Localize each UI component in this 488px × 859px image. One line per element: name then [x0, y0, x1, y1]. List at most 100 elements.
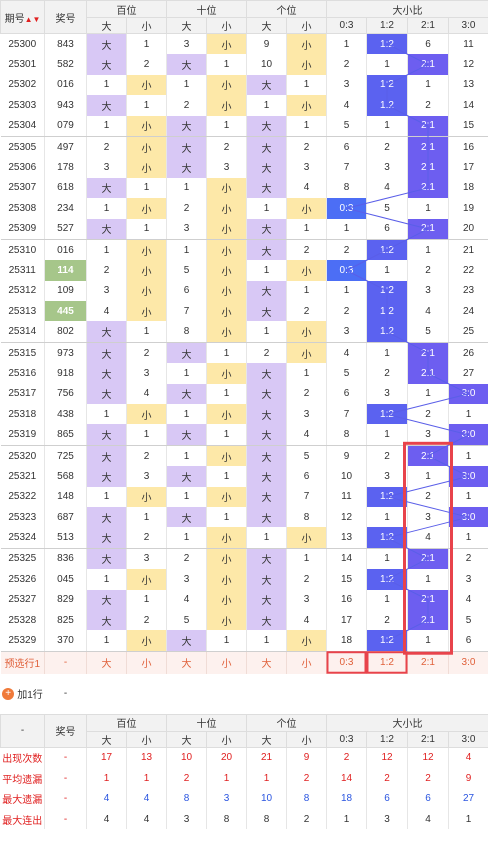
- issue-cell: 25305: [0, 136, 45, 158]
- position-cell: 大: [246, 383, 287, 405]
- prize-cell: 756: [44, 383, 87, 405]
- stat-value: 2: [407, 768, 449, 789]
- predict-cell[interactable]: 3:0: [448, 650, 488, 674]
- table-row: 25319 865 大 1 大 1 大 4 8 1 3 3:0: [0, 424, 488, 446]
- position-cell: 1: [246, 630, 287, 652]
- position-cell: 1: [286, 74, 327, 96]
- issue-header[interactable]: 期号▲▼: [0, 0, 45, 34]
- hundreds-header: 百位: [86, 0, 167, 18]
- stat-label: 最大遗漏: [0, 788, 45, 809]
- add-row-label[interactable]: 加1行: [17, 690, 43, 702]
- ratio-cell: 4: [326, 342, 367, 364]
- position-cell: 小: [286, 342, 327, 364]
- position-cell: 3: [86, 280, 127, 302]
- issue-cell: 25304: [0, 115, 45, 137]
- position-cell: 3: [286, 157, 327, 178]
- position-cell: 小: [206, 95, 247, 116]
- add-row-control[interactable]: + 加1行: [2, 686, 43, 701]
- predict-cell[interactable]: 0:3: [326, 650, 367, 674]
- position-cell: 大: [246, 280, 287, 302]
- prize-cell: 843: [44, 33, 87, 55]
- position-cell: 小: [206, 548, 247, 570]
- ratio-cell: 2:1: [407, 115, 449, 137]
- position-cell: 小: [206, 218, 247, 240]
- position-cell: 大: [246, 301, 287, 322]
- ratio-cell: 27: [448, 363, 488, 384]
- prize-header: 奖号: [44, 0, 87, 34]
- stat-value: 20: [206, 747, 247, 769]
- position-cell: 1: [206, 383, 247, 405]
- ratio-cell: 1:2: [366, 630, 408, 652]
- prize-cell: 497: [44, 136, 87, 158]
- issue-cell: 25326: [0, 569, 45, 590]
- ratio-cell: 21: [448, 239, 488, 261]
- subheader-ratio: 1:2: [366, 730, 408, 748]
- predict-cell[interactable]: 大: [86, 650, 127, 674]
- table-row: 25322 148 1 小 1 小大 7 11 1:2 2 1: [0, 486, 488, 507]
- stat-value: 10: [246, 788, 287, 809]
- position-cell: 大: [246, 548, 287, 570]
- ratio-cell: 14: [448, 95, 488, 116]
- position-cell: 大: [166, 630, 207, 652]
- stat-value: 12: [366, 747, 408, 769]
- add-row-empty: [87, 674, 488, 714]
- add-row-button[interactable]: + 加1行: [1, 674, 45, 714]
- predict-cell[interactable]: 1:2: [366, 650, 408, 674]
- ratio-cell: 6: [326, 136, 367, 158]
- table-row: 25304 079 1 小大 1 大 1 5 1 2:1 15: [0, 115, 488, 137]
- predict-row[interactable]: 预选行1- 大小大小大小 0:3 1:2 2:1 3:0: [0, 650, 488, 674]
- issue-cell: 25318: [0, 404, 45, 425]
- ratio-cell: 13: [326, 527, 367, 549]
- position-cell: 1: [166, 177, 207, 199]
- subheader-small: 小: [206, 730, 247, 748]
- stat-value: 2: [166, 768, 207, 789]
- ratio-cell: 1:2: [366, 404, 408, 425]
- position-cell: 大: [86, 445, 127, 467]
- prize-cell: 527: [44, 218, 87, 240]
- predict-cell[interactable]: 大: [246, 650, 287, 674]
- stat-value: 1: [126, 768, 167, 789]
- ratio-cell: 2: [326, 239, 367, 261]
- position-cell: 小: [286, 33, 327, 55]
- stat-value: 3: [166, 808, 207, 830]
- sort-icon[interactable]: ▲▼: [24, 14, 41, 24]
- plus-icon[interactable]: +: [2, 687, 15, 700]
- position-cell: 小: [126, 115, 167, 137]
- position-cell: 1: [206, 630, 247, 652]
- ratio-cell: 4: [448, 589, 488, 610]
- position-cell: 4: [286, 424, 327, 446]
- prize-cell: 829: [44, 589, 87, 610]
- issue-cell: 25311: [0, 260, 45, 281]
- ratio-cell: 2:1: [407, 342, 449, 364]
- predict-cell[interactable]: 小: [286, 650, 327, 674]
- position-cell: 大: [86, 54, 127, 75]
- ratio-cell: 1: [407, 466, 449, 487]
- position-cell: 大: [86, 321, 127, 343]
- predict-cell[interactable]: 大: [166, 650, 207, 674]
- subheader-big: 大: [166, 17, 207, 34]
- position-cell: 1: [166, 74, 207, 96]
- table-row: 25325 836 大 3 2 小大 1 14 1 2:1 2: [0, 548, 488, 570]
- subheader-small: 小: [126, 17, 167, 34]
- ratio-cell: 1: [407, 198, 449, 219]
- predict-cell[interactable]: 2:1: [407, 650, 449, 674]
- table-row: 25310 016 1 小 1 小大 2 2 1:2 1 21: [0, 239, 488, 261]
- position-cell: 小: [206, 74, 247, 96]
- ratio-cell: 1: [407, 630, 449, 652]
- prize-cell: 618: [44, 177, 87, 199]
- position-cell: 2: [286, 383, 327, 405]
- predict-cell[interactable]: 小: [206, 650, 247, 674]
- position-cell: 1: [206, 342, 247, 364]
- position-cell: 7: [286, 486, 327, 507]
- ratio-cell: 1:2: [366, 569, 408, 590]
- ratio-cell: 2:1: [407, 136, 449, 158]
- predict-cell[interactable]: 小: [126, 650, 167, 674]
- stat-value: 4: [448, 747, 488, 769]
- ratio-cell: 3: [407, 506, 449, 528]
- predict-label: 预选行1: [0, 650, 45, 674]
- position-cell: 7: [166, 301, 207, 322]
- position-cell: 大: [166, 157, 207, 178]
- position-cell: 大: [86, 466, 127, 487]
- position-cell: 8: [166, 321, 207, 343]
- ratio-cell: 1:2: [366, 239, 408, 261]
